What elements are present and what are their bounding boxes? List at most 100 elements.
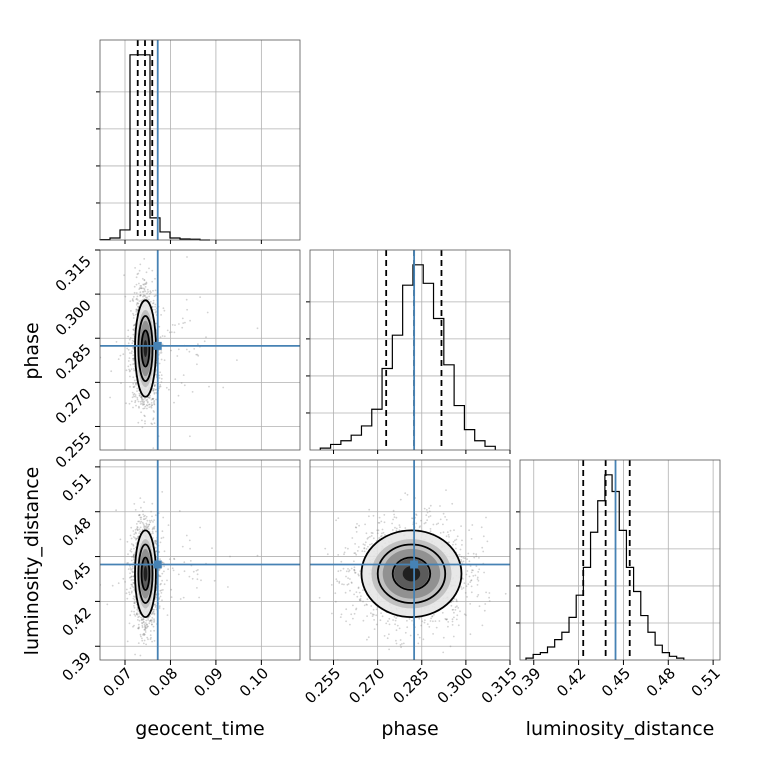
scatter-point bbox=[150, 636, 152, 639]
density-band bbox=[143, 340, 148, 357]
scatter-point bbox=[154, 289, 157, 292]
marks-layer bbox=[76, 40, 685, 664]
scatter-point bbox=[140, 287, 143, 290]
scatter-point bbox=[151, 617, 154, 619]
scatter-point bbox=[136, 619, 139, 621]
scatter-point bbox=[146, 288, 149, 291]
scatter-point bbox=[133, 395, 136, 398]
scatter-point bbox=[106, 603, 109, 606]
scatter-point bbox=[382, 531, 385, 534]
scatter-point bbox=[132, 586, 135, 589]
scatter-point bbox=[139, 526, 142, 529]
scatter-point bbox=[76, 383, 78, 385]
scatter-point bbox=[144, 514, 146, 517]
scatter-point bbox=[152, 389, 155, 392]
scatter-point bbox=[138, 394, 141, 397]
scatter-point bbox=[426, 623, 429, 625]
scatter-point bbox=[133, 329, 136, 332]
scatter-point bbox=[132, 317, 135, 319]
scatter-point bbox=[153, 401, 155, 404]
scatter-point bbox=[161, 599, 163, 602]
scatter-point bbox=[371, 615, 374, 617]
scatter-point bbox=[351, 537, 354, 539]
scatter-point bbox=[372, 514, 375, 517]
scatter-point bbox=[139, 497, 142, 499]
scatter-point bbox=[373, 628, 376, 630]
scatter-point bbox=[132, 314, 135, 317]
scatter-point bbox=[146, 626, 148, 629]
scatter-point bbox=[153, 525, 156, 528]
scatter-point bbox=[154, 606, 157, 608]
scatter-point bbox=[144, 624, 147, 627]
scatter-point bbox=[447, 621, 450, 623]
contour-line bbox=[391, 556, 432, 591]
scatter-point bbox=[394, 623, 396, 626]
scatter-point bbox=[154, 305, 157, 308]
scatter-point bbox=[477, 571, 480, 573]
scatter-point bbox=[136, 529, 139, 531]
y-tick-label-luminosity-distance: 0.48 bbox=[58, 514, 94, 550]
scatter-point bbox=[154, 383, 156, 386]
scatter-point bbox=[140, 635, 142, 638]
scatter-point bbox=[133, 555, 135, 557]
scatter-point bbox=[119, 354, 122, 357]
scatter-point bbox=[137, 623, 140, 626]
scatter-point bbox=[141, 639, 144, 642]
scatter-point bbox=[160, 350, 163, 352]
scatter-point bbox=[142, 407, 145, 410]
scatter-point bbox=[129, 576, 131, 579]
scatter-point bbox=[146, 625, 149, 628]
scatter-point bbox=[151, 528, 154, 531]
scatter-point bbox=[132, 363, 135, 365]
scatter-point bbox=[392, 619, 394, 621]
scatter-point bbox=[159, 589, 162, 592]
scatter-point bbox=[353, 568, 356, 571]
scatter-point bbox=[153, 400, 156, 402]
scatter-point bbox=[429, 530, 432, 533]
scatter-point bbox=[128, 593, 131, 596]
scatter-point bbox=[151, 397, 154, 400]
scatter-point bbox=[137, 520, 140, 523]
scatter-point bbox=[146, 292, 148, 295]
scatter-point bbox=[154, 540, 157, 543]
scatter-point bbox=[371, 613, 374, 616]
scatter-point bbox=[135, 309, 138, 312]
scatter-point bbox=[137, 616, 140, 619]
scatter-point bbox=[153, 621, 155, 623]
joint-panel-geocent-time-luminosity-distance bbox=[100, 460, 300, 664]
scatter-point bbox=[439, 518, 442, 521]
x-tick-label-phase: 0.270 bbox=[345, 664, 388, 707]
scatter-point bbox=[140, 520, 143, 523]
scatter-point bbox=[150, 621, 153, 623]
density-band bbox=[143, 566, 148, 582]
scatter-point bbox=[185, 298, 188, 301]
scatter-point bbox=[151, 515, 153, 518]
scatter-point bbox=[404, 527, 407, 529]
contour-line bbox=[376, 543, 447, 604]
scatter-point bbox=[359, 599, 362, 602]
scatter-point bbox=[398, 627, 401, 630]
scatter-point bbox=[153, 385, 156, 387]
scatter-point bbox=[142, 662, 144, 664]
scatter-point bbox=[362, 543, 365, 546]
scatter-point bbox=[146, 523, 148, 526]
scatter-point bbox=[147, 526, 149, 528]
scatter-point bbox=[136, 396, 139, 399]
scatter-point bbox=[141, 426, 144, 429]
scatter-point bbox=[122, 577, 125, 580]
scatter-point bbox=[482, 550, 485, 553]
scatter-point bbox=[130, 579, 133, 581]
scatter-point bbox=[469, 581, 472, 583]
scatter-point bbox=[162, 307, 165, 310]
scatter-point bbox=[133, 613, 136, 616]
scatter-point bbox=[130, 550, 133, 553]
scatter-point bbox=[467, 552, 470, 555]
scatter-point bbox=[476, 578, 479, 580]
scatter-point bbox=[349, 589, 351, 592]
scatter-point bbox=[420, 624, 423, 627]
scatter-point bbox=[154, 381, 156, 384]
scatter-point bbox=[428, 626, 431, 628]
scatter-point bbox=[161, 561, 164, 564]
scatter-point bbox=[155, 392, 158, 394]
scatter-point bbox=[380, 535, 383, 537]
